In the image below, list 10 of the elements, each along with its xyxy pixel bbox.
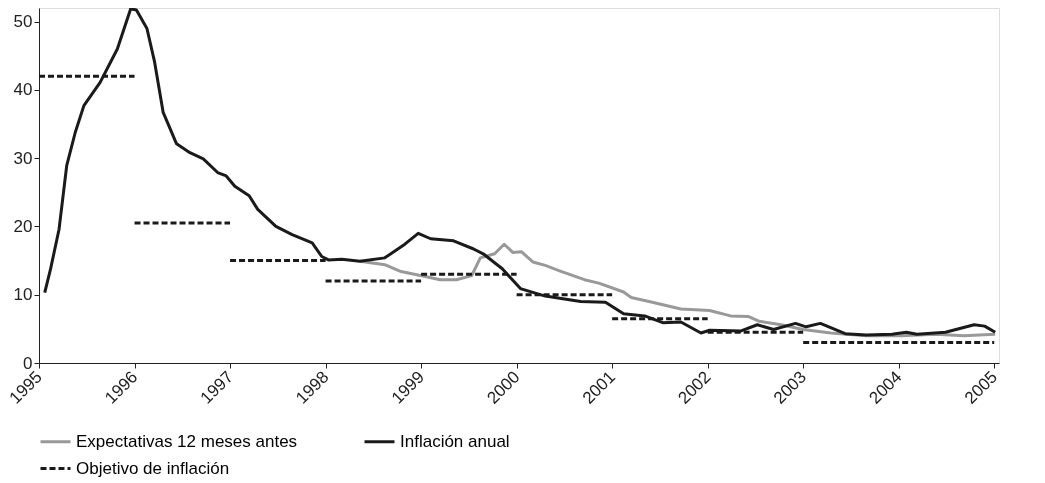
y-tick-label: 0 (23, 353, 33, 373)
y-tick-label: 50 (13, 12, 33, 32)
legend-label: Inflación anual (400, 431, 510, 451)
y-tick-label: 40 (13, 80, 33, 100)
y-tick-label: 20 (13, 216, 33, 236)
legend-label: Objetivo de inflación (76, 458, 230, 478)
y-tick-label: 30 (13, 148, 33, 168)
legend-label: Expectativas 12 meses antes (76, 431, 298, 451)
line-series (43, 8, 997, 337)
y-tick-label: 10 (13, 285, 33, 305)
